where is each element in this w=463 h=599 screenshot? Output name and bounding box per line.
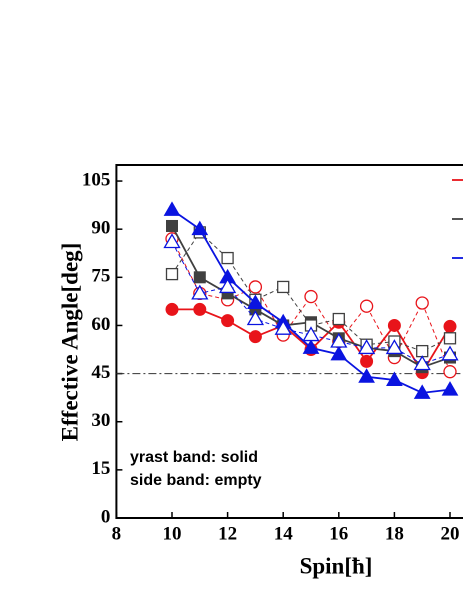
- point: [247, 294, 264, 309]
- point: [246, 310, 265, 326]
- annotation: side band: empty: [130, 472, 262, 489]
- y-axis-label: Effective Angle[deg]: [57, 243, 82, 442]
- point: [413, 384, 431, 399]
- point: [191, 220, 209, 236]
- y-tick-label: 0: [101, 506, 111, 527]
- point: [274, 319, 292, 335]
- series-line: [171, 241, 451, 365]
- y-tick-label: 30: [91, 410, 110, 431]
- x-tick-label: 8: [112, 523, 122, 544]
- x-tick-label: 14: [274, 523, 294, 544]
- point: [165, 302, 179, 316]
- y-tick-label: 90: [91, 218, 110, 239]
- point: [193, 271, 206, 284]
- x-tick-label: 20: [441, 523, 460, 544]
- point: [330, 345, 348, 361]
- plot-area: [116, 201, 463, 399]
- x-tick-label: 10: [163, 523, 182, 544]
- point: [304, 289, 318, 304]
- point: [413, 355, 431, 371]
- point: [387, 318, 401, 332]
- point: [330, 332, 348, 348]
- axis-frame: [115, 164, 463, 519]
- point: [248, 330, 262, 344]
- point: [443, 332, 457, 345]
- point: [163, 233, 181, 249]
- y-tick-label: 105: [82, 169, 111, 190]
- point: [191, 284, 209, 300]
- point: [332, 312, 345, 326]
- point: [358, 368, 375, 383]
- point: [357, 339, 376, 355]
- point: [441, 345, 459, 361]
- point: [416, 344, 429, 358]
- y-tick-label: 45: [91, 362, 110, 383]
- point: [302, 339, 320, 354]
- point: [248, 280, 263, 294]
- point: [441, 381, 459, 396]
- point: [221, 251, 234, 265]
- point: [163, 201, 181, 216]
- point: [221, 314, 235, 328]
- y-tick-label: 75: [91, 266, 110, 287]
- point: [166, 219, 178, 232]
- point: [218, 278, 237, 294]
- point: [443, 365, 457, 379]
- x-tick-label: 18: [385, 523, 404, 544]
- x-axis-label: Spin[ħ]: [300, 553, 373, 578]
- point: [415, 296, 429, 310]
- point: [386, 371, 403, 387]
- point: [385, 339, 404, 355]
- point: [193, 302, 207, 316]
- y-tick-label: 60: [91, 314, 110, 335]
- x-tick-label: 16: [329, 523, 348, 544]
- point: [359, 299, 374, 313]
- annotation: yrast band: solid: [130, 449, 258, 466]
- x-tick-label: 12: [218, 523, 237, 544]
- point: [277, 280, 290, 294]
- point: [443, 319, 457, 333]
- point: [165, 267, 179, 281]
- y-tick-label: 15: [91, 458, 110, 479]
- series-line: [171, 238, 451, 372]
- point: [360, 354, 374, 368]
- point: [302, 326, 320, 342]
